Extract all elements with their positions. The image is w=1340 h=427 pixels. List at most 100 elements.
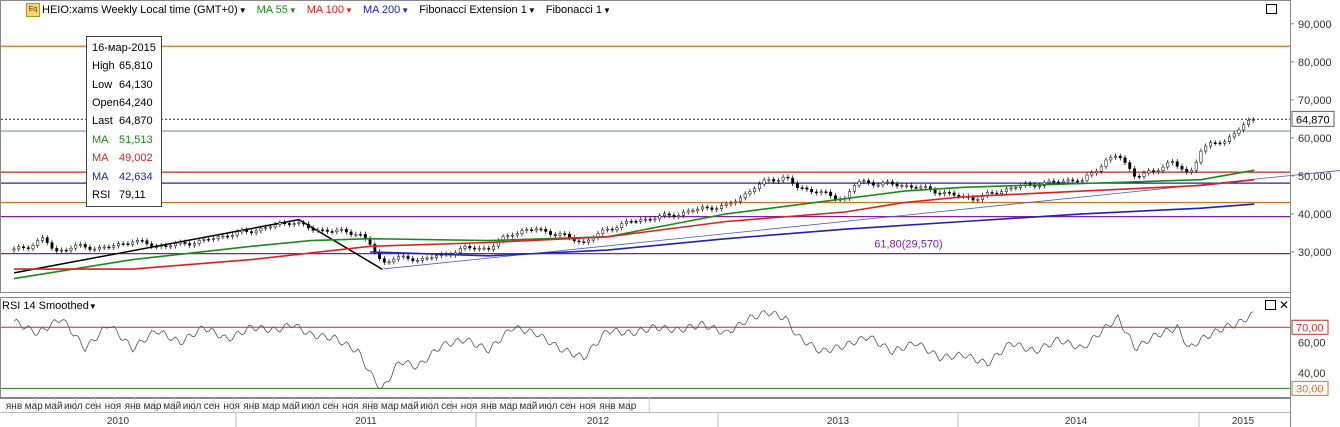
candle-body [259, 228, 263, 232]
candle-body [88, 246, 92, 250]
candle-body [900, 185, 904, 187]
candle-body [178, 241, 182, 244]
candle-body [98, 247, 101, 250]
candle-body [511, 234, 514, 237]
candle-body [506, 235, 510, 238]
candle-body [79, 244, 82, 246]
candle-body [639, 219, 643, 222]
chart-header: HEIO:xams Weekly Local time (GMT+0)▼ MA … [42, 2, 611, 18]
candle-body [359, 233, 363, 236]
candle-body [691, 210, 695, 212]
candle-body [349, 231, 353, 235]
candle-body [354, 233, 358, 236]
candle-body [1161, 166, 1165, 171]
info-value: 42,634 [119, 170, 153, 183]
rsi-header[interactable]: RSI 14 Smoothed▼ [2, 300, 97, 312]
info-key: High [92, 60, 115, 73]
month-label: ноя [579, 401, 596, 412]
candle-body [102, 246, 106, 249]
candle-body [1071, 179, 1075, 182]
info-row: High 65,810 [87, 57, 161, 75]
candle-body [971, 197, 975, 201]
candle-body [905, 185, 909, 187]
candle-body [881, 182, 885, 186]
candle-body [1009, 187, 1013, 190]
year-label: 2010 [107, 416, 130, 427]
candle-body [330, 231, 334, 233]
indicator-ma100[interactable]: MA 100▼ [306, 4, 353, 16]
rsi-line [13, 310, 1254, 389]
candle-body [634, 221, 638, 223]
candle-body [173, 243, 177, 247]
candle-body [1185, 168, 1189, 173]
candle-body [729, 202, 733, 205]
price-tick-label: 70,000 [1298, 95, 1332, 107]
info-value: 51,513 [119, 133, 153, 146]
candle-body [1052, 180, 1056, 183]
indicator-ma55[interactable]: MA 55▼ [256, 4, 297, 16]
candle-body [1061, 180, 1065, 183]
fib-level-label: 61,80(29,570) [874, 238, 943, 250]
maximize-rsi-pane-button[interactable] [1265, 300, 1276, 310]
candle-body [534, 228, 538, 231]
candle-body [202, 238, 206, 241]
candle-body [924, 186, 928, 188]
month-label: мар [143, 401, 161, 412]
candle-body [738, 197, 742, 202]
candle-body [1242, 124, 1246, 131]
month-label: мар [381, 401, 399, 412]
candle-body [482, 247, 486, 250]
candle-body [164, 245, 168, 247]
price-pane[interactable]: 61,80(29,570) [0, 0, 1340, 293]
candle-body [492, 245, 495, 250]
candle-body [933, 189, 937, 194]
candle-body [292, 223, 296, 225]
candle-body [947, 192, 951, 194]
close-rsi-pane-icon[interactable]: ✕ [1279, 298, 1290, 312]
candle-body [862, 180, 866, 182]
candle-body [876, 184, 880, 187]
candle-body [197, 240, 201, 244]
candle-body [582, 241, 586, 243]
candle-body [976, 199, 980, 201]
indicator-fibonacci[interactable]: Fibonacci 1▼ [545, 4, 611, 16]
month-label: май [163, 401, 181, 412]
year-label: 2011 [355, 416, 377, 427]
rsi-pane[interactable] [0, 297, 1291, 398]
candle-body [938, 192, 942, 195]
indicator-ma200[interactable]: MA 200▼ [362, 4, 410, 16]
candle-body [283, 222, 287, 224]
candle-body [819, 191, 823, 194]
candle-body [1014, 187, 1018, 189]
instrument-icon[interactable]: Eq [26, 3, 40, 17]
rsi-level-label: 70,00 [1296, 322, 1324, 334]
candle-body [615, 227, 619, 231]
candle-body [549, 231, 552, 235]
candle-body [663, 213, 666, 216]
candle-body [710, 207, 714, 210]
info-key: Low [92, 78, 113, 91]
candle-body [316, 229, 320, 232]
month-label: янв [125, 401, 141, 412]
candle-body [852, 185, 856, 192]
candle-body [1137, 176, 1141, 178]
month-label: ноя [105, 401, 122, 412]
candle-body [957, 194, 961, 197]
year-label: 2012 [587, 416, 610, 427]
candle-body [625, 221, 628, 224]
candle-body [648, 218, 652, 221]
maximize-price-pane-button[interactable] [1266, 4, 1277, 14]
price-pane-frame [0, 0, 1291, 293]
info-key: Last [92, 115, 113, 128]
info-key: RSI [92, 188, 111, 201]
candle-body [477, 247, 481, 250]
candle-body [753, 188, 757, 192]
candle-body [169, 245, 173, 248]
indicator-fib-extension[interactable]: Fibonacci Extension 1▼ [419, 4, 536, 16]
candle-body [235, 231, 239, 236]
candle-body [192, 243, 196, 246]
candle-body [401, 255, 405, 258]
info-row: Low 64,130 [87, 75, 161, 93]
candle-body [539, 228, 543, 231]
symbol-label[interactable]: HEIO:xams Weekly Local time (GMT+0)▼ [42, 4, 247, 16]
